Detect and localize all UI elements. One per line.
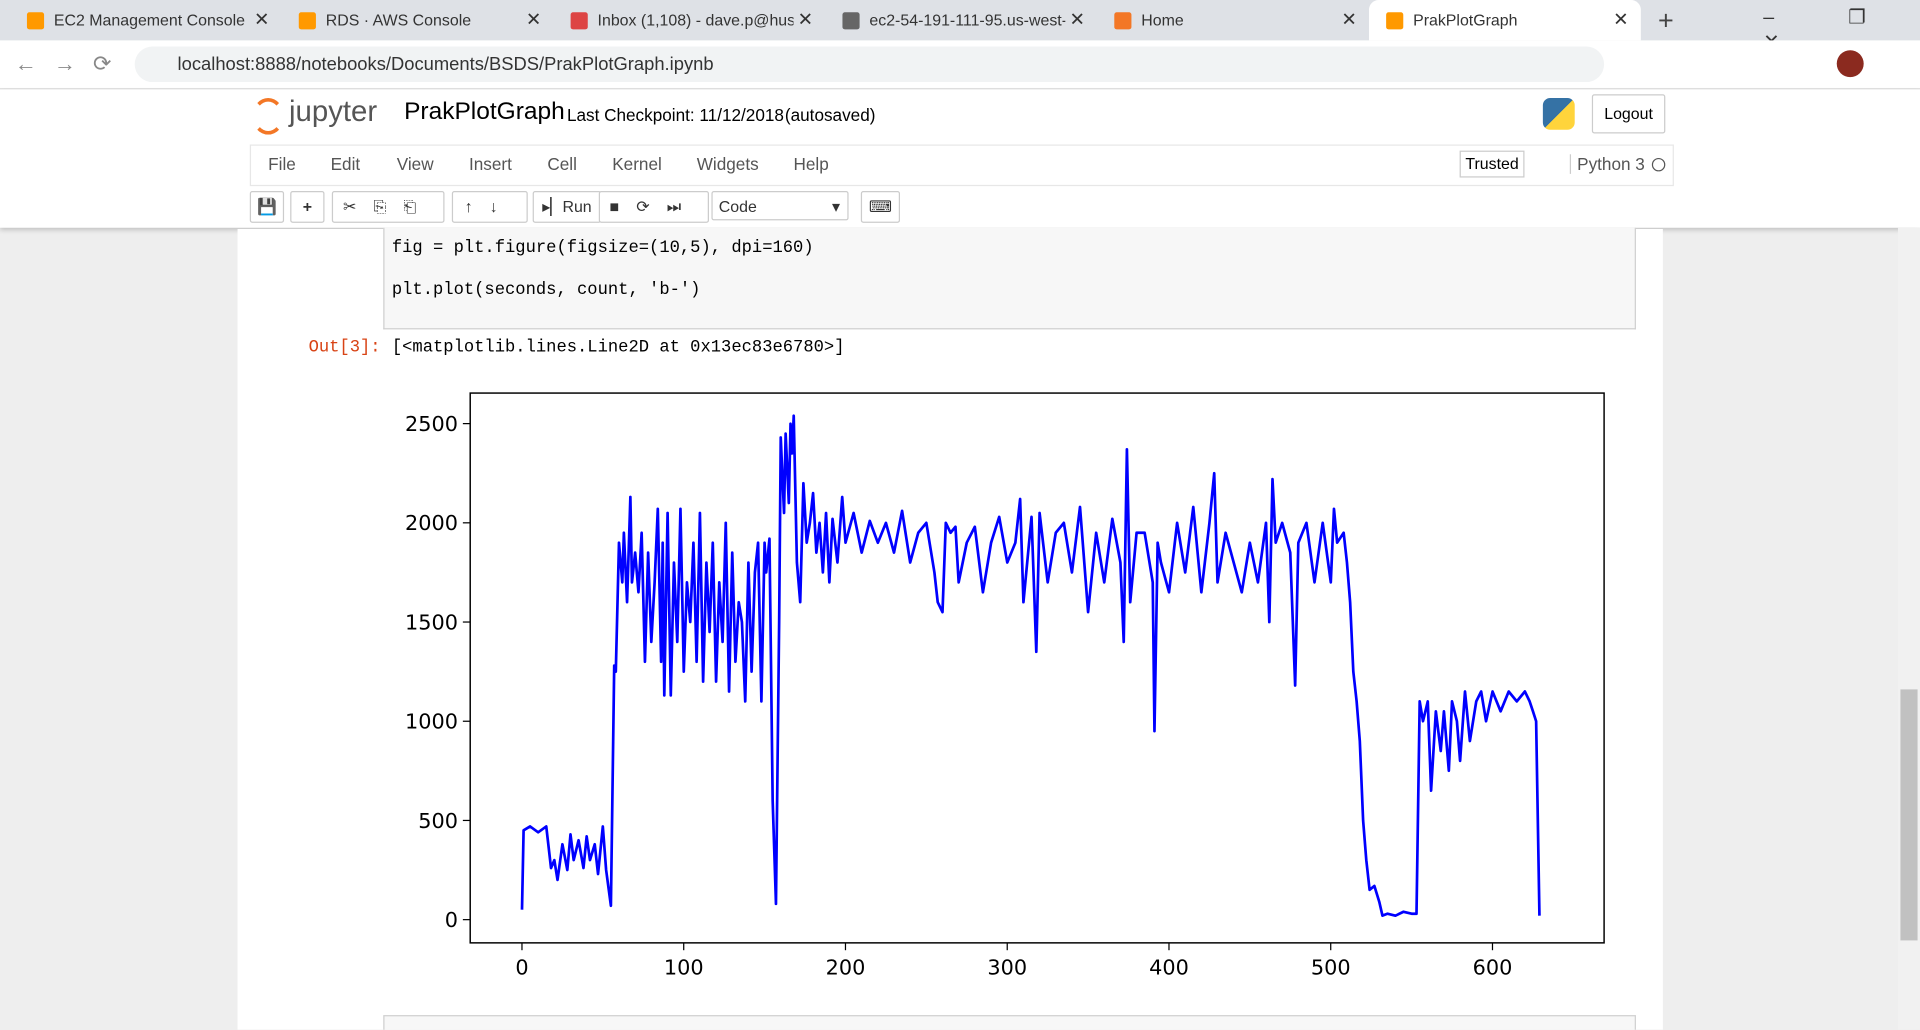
trusted[interactable]: Trusted bbox=[1459, 150, 1525, 178]
tab-icon bbox=[298, 12, 316, 30]
logout-button[interactable]: Logout bbox=[1591, 94, 1666, 134]
move-buttons[interactable]: ↑↓ bbox=[451, 191, 528, 223]
browser-tab[interactable]: EC2 Management Console ✕ bbox=[10, 0, 282, 40]
menu-item[interactable]: Edit bbox=[330, 154, 361, 174]
tab-title: Home bbox=[1141, 11, 1184, 30]
x-tick-label: 600 bbox=[1473, 956, 1513, 980]
plot-frame bbox=[469, 392, 1605, 944]
browser-tab[interactable]: Inbox (1,108) - dave.p@husk ✕ bbox=[553, 0, 825, 40]
save-button[interactable]: 💾 bbox=[249, 191, 285, 223]
y-tick-label: 1000 bbox=[405, 710, 458, 734]
y-tick-label: 1500 bbox=[405, 610, 458, 634]
tab-icon bbox=[842, 12, 860, 30]
x-tick-label: 0 bbox=[515, 956, 528, 980]
tab-close[interactable]: ✕ bbox=[253, 9, 270, 31]
y-tick-label: 500 bbox=[418, 809, 458, 833]
tab-close[interactable]: ✕ bbox=[797, 9, 814, 31]
menu-item[interactable]: Insert bbox=[468, 154, 512, 174]
code-cell[interactable] bbox=[383, 227, 1636, 330]
x-tick-label: 300 bbox=[987, 956, 1027, 980]
menu-item[interactable]: Kernel bbox=[612, 154, 662, 174]
tab-close[interactable]: ✕ bbox=[1341, 9, 1357, 31]
keyboard-button[interactable]: ⌨ bbox=[860, 191, 901, 223]
tab-icon bbox=[1114, 12, 1132, 30]
x-tick-label: 400 bbox=[1149, 956, 1189, 980]
notebook-name[interactable]: PrakPlotGraph bbox=[404, 97, 565, 125]
url[interactable]: localhost:8888/notebooks/Documents/BSDS/… bbox=[177, 53, 714, 75]
y-tick-label: 2500 bbox=[405, 412, 458, 436]
new-tab[interactable]: + bbox=[1657, 4, 1674, 36]
out-prompt: Out[3]: bbox=[308, 337, 381, 358]
tab-title: PrakPlotGraph bbox=[1413, 11, 1518, 30]
url-box[interactable] bbox=[134, 46, 1605, 83]
autosaved: (autosaved) bbox=[784, 105, 876, 125]
run-label: Run bbox=[562, 197, 592, 216]
cell-type-select[interactable]: Code ▾ bbox=[711, 191, 849, 221]
tab-icon bbox=[570, 12, 588, 30]
tab-title: RDS · AWS Console bbox=[325, 11, 472, 30]
tab-title: EC2 Management Console bbox=[53, 11, 246, 30]
next-cell[interactable] bbox=[383, 1015, 1636, 1030]
edit-buttons[interactable]: ✂⎘⎗ bbox=[331, 191, 445, 223]
plot-background bbox=[470, 393, 1605, 943]
tab-title: Inbox (1,108) - dave.p@husk bbox=[597, 11, 794, 30]
code-line: plt.plot(seconds, count, 'b-') bbox=[391, 280, 701, 301]
cell-type: Code bbox=[718, 197, 757, 216]
tab-icon bbox=[1386, 12, 1404, 30]
tab-close[interactable]: ✕ bbox=[1069, 9, 1085, 31]
x-tick-label: 500 bbox=[1311, 956, 1351, 980]
add-cell-button[interactable]: + bbox=[290, 191, 325, 223]
y-tick-label: 2000 bbox=[405, 511, 458, 535]
nav-buttons[interactable]: ←→⟳ bbox=[14, 51, 129, 76]
browser-tab[interactable]: PrakPlotGraph ✕ bbox=[1368, 0, 1641, 41]
scroll-thumb[interactable] bbox=[1900, 689, 1918, 941]
y-tick-label: 0 bbox=[445, 908, 458, 932]
data-line bbox=[520, 414, 1541, 918]
tab-close[interactable]: ✕ bbox=[525, 9, 542, 31]
output-text: [<matplotlib.lines.Line2D at 0x13ec83e67… bbox=[391, 337, 845, 358]
browser-tab[interactable]: RDS · AWS Console ✕ bbox=[282, 0, 554, 40]
kernel-buttons[interactable]: ■⟳⏭ bbox=[598, 191, 709, 223]
kernel-name: Python 3 bbox=[1569, 154, 1645, 174]
kernel-indicator bbox=[1651, 157, 1666, 172]
menubar bbox=[249, 144, 1674, 187]
tab-icon bbox=[26, 12, 45, 30]
run-button[interactable]: ▸▏Run bbox=[532, 191, 602, 223]
menu-item[interactable]: File bbox=[268, 154, 296, 174]
tab-close[interactable]: ✕ bbox=[1613, 9, 1629, 31]
menu-item[interactable]: Help bbox=[793, 154, 829, 174]
menu-item[interactable]: Cell bbox=[547, 154, 577, 174]
menu-item[interactable]: Widgets bbox=[696, 154, 759, 174]
browser-tab[interactable]: ec2-54-191-111-95.us-west- ✕ bbox=[825, 0, 1097, 40]
profile[interactable] bbox=[1836, 50, 1864, 78]
x-tick-label: 100 bbox=[664, 956, 704, 980]
menu-item[interactable]: View bbox=[396, 154, 434, 174]
checkpoint: Last Checkpoint: 11/12/2018 bbox=[566, 105, 784, 125]
tab-title: ec2-54-191-111-95.us-west- bbox=[869, 11, 1066, 30]
code-line: fig = plt.figure(figsize=(10,5), dpi=160… bbox=[391, 238, 814, 259]
x-tick-label: 200 bbox=[826, 956, 866, 980]
python-logo bbox=[1542, 97, 1575, 130]
jupyter-icon bbox=[252, 97, 285, 135]
browser-tab[interactable]: Home ✕ bbox=[1097, 0, 1369, 40]
logo[interactable]: jupyter bbox=[288, 95, 378, 129]
